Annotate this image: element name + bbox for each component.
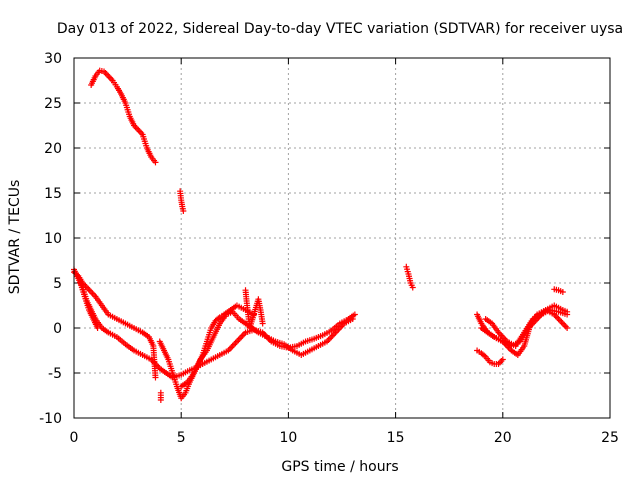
grid-lines [74, 58, 610, 418]
data-point [564, 311, 571, 318]
y-tick-label: 20 [44, 141, 62, 157]
data-point [157, 397, 164, 403]
x-tick-label: 10 [279, 430, 297, 446]
data-point [94, 325, 101, 331]
data-point [351, 311, 358, 318]
y-tick-label: 25 [44, 96, 62, 112]
data-point [152, 374, 159, 381]
y-axis-label: SDTVAR / TECUs [7, 180, 23, 295]
y-tick-label: -10 [39, 411, 62, 427]
data-point [180, 208, 187, 214]
x-tick-label: 5 [177, 430, 186, 446]
data-point [564, 325, 571, 331]
data-point [499, 356, 506, 363]
y-tick-label: 10 [44, 231, 62, 247]
x-tick-label: 25 [601, 430, 619, 446]
data-point [152, 159, 159, 166]
y-tick-label: -5 [48, 366, 62, 382]
data-point [559, 289, 566, 295]
y-tick-label: 0 [53, 321, 62, 337]
x-tick-label: 20 [494, 430, 512, 446]
y-tick-label: 30 [44, 51, 62, 67]
y-tick-label: 5 [53, 276, 62, 292]
data-point [349, 316, 356, 322]
data-point [259, 320, 266, 327]
data-point [409, 284, 416, 291]
x-tick-label: 15 [387, 430, 405, 446]
x-axis-label: GPS time / hours [281, 459, 398, 475]
y-tick-label: 15 [44, 186, 62, 202]
data-points [71, 67, 571, 403]
plot-frame [73, 57, 611, 419]
x-tick-label: 0 [70, 430, 79, 446]
chart-title: Day 013 of 2022, Sidereal Day-to-day VTE… [57, 21, 623, 37]
